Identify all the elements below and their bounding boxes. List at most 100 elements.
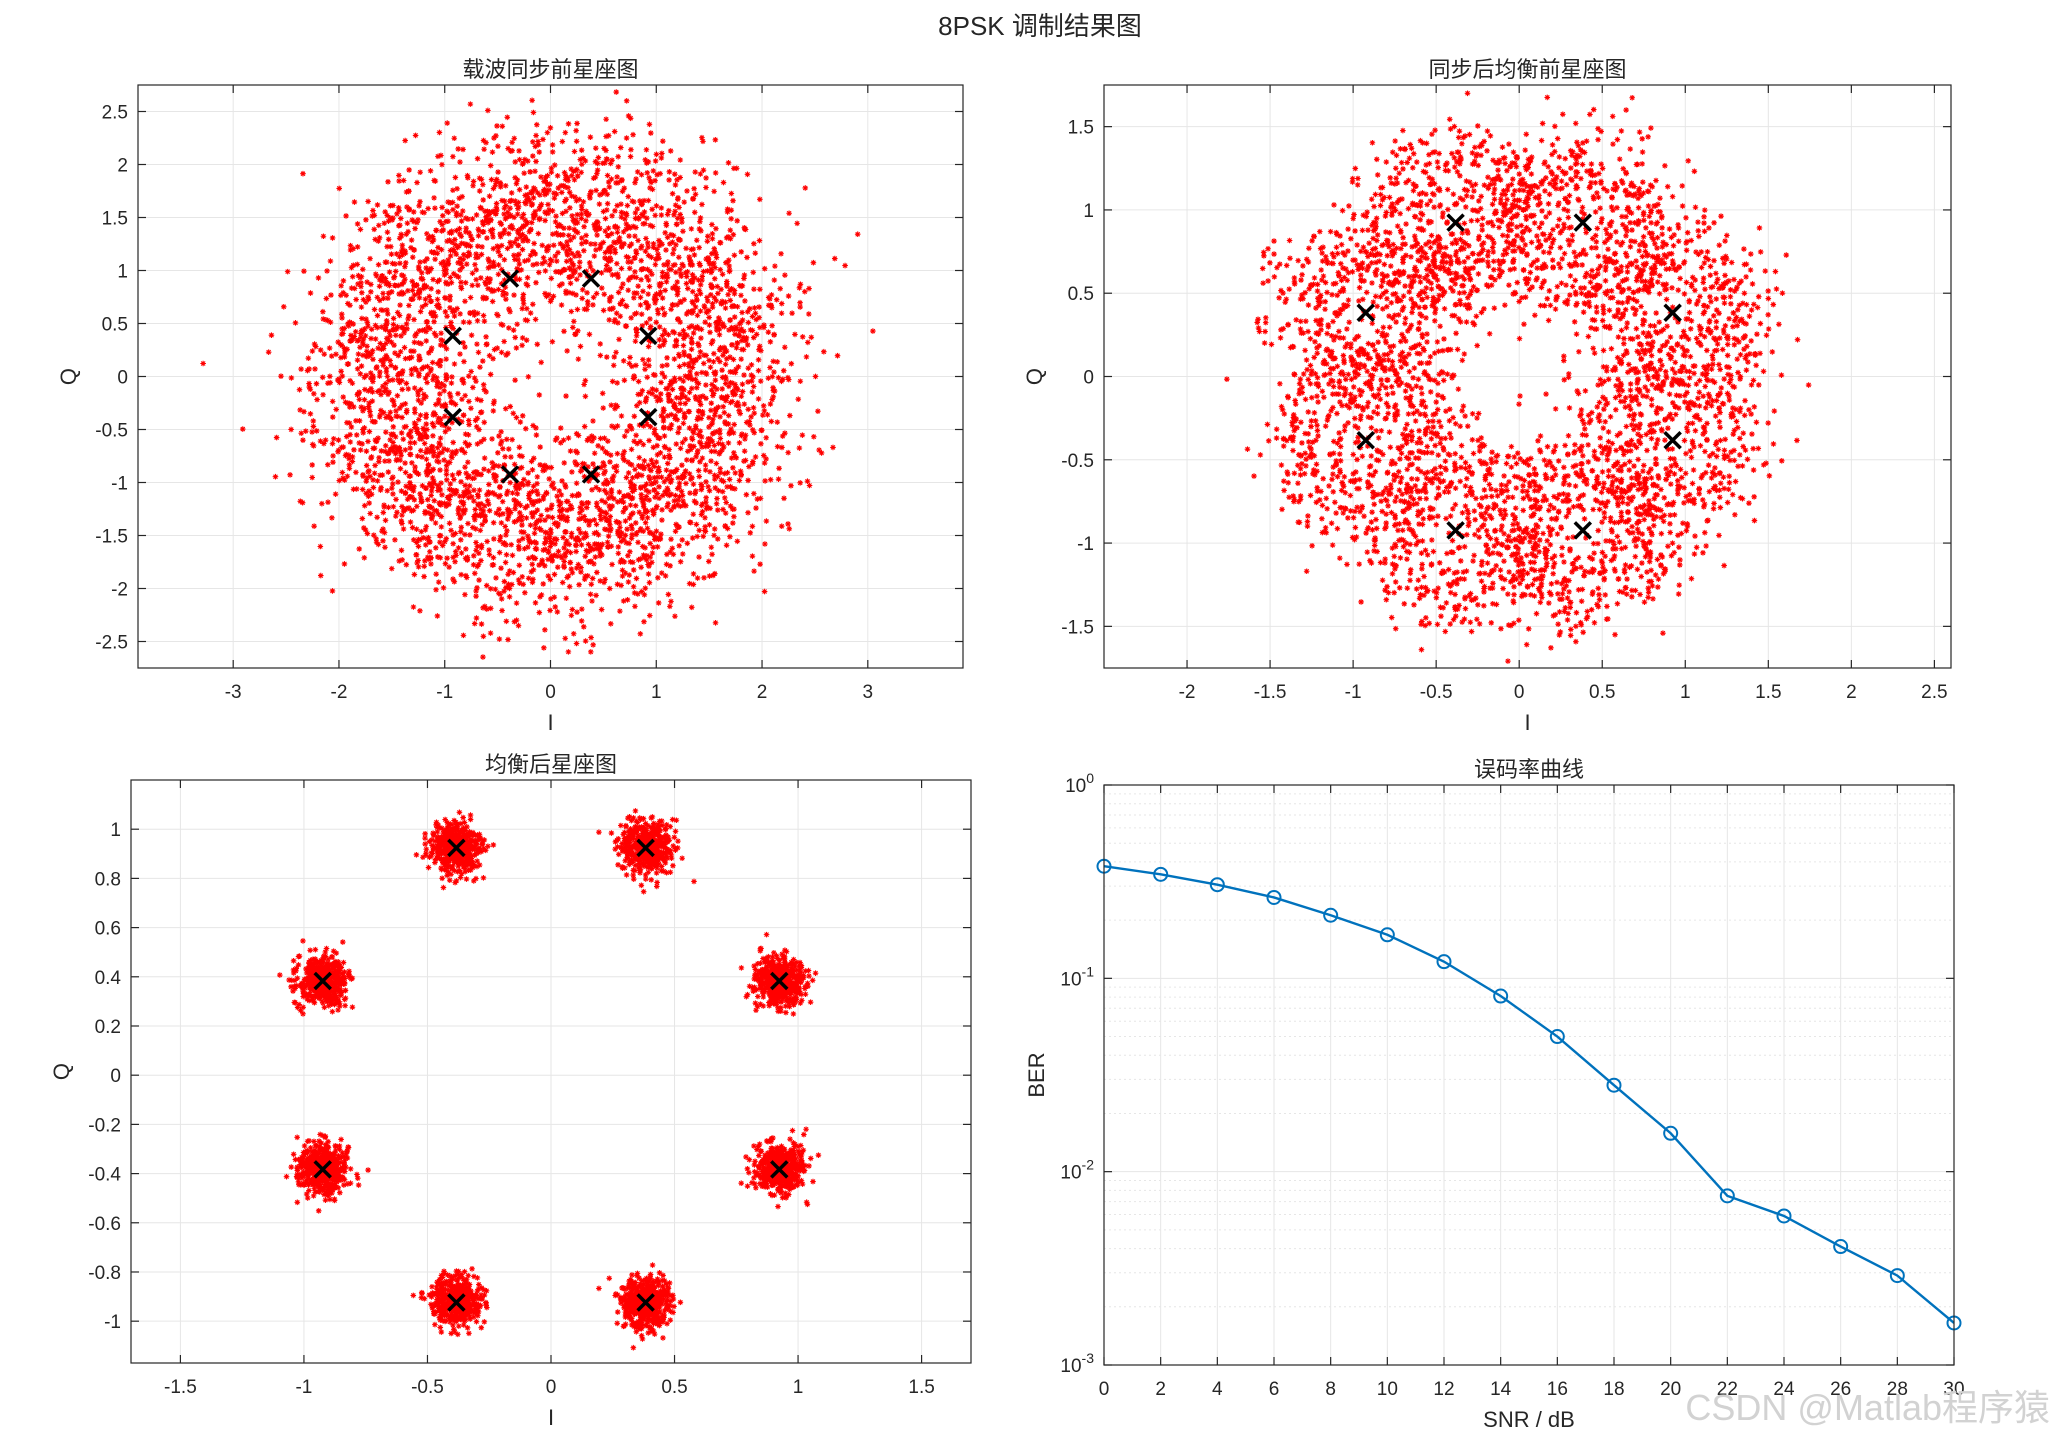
symbol-point [681, 410, 688, 417]
symbol-point [714, 327, 720, 333]
symbol-point [437, 467, 443, 473]
symbol-point [531, 530, 538, 537]
symbol-point [1453, 613, 1459, 619]
symbol-point [706, 314, 712, 321]
reference-point-marker [638, 407, 658, 427]
symbol-point [561, 225, 567, 231]
symbol-point [672, 613, 678, 620]
symbol-point [515, 230, 522, 237]
symbol-point [653, 528, 660, 535]
symbol-point [751, 410, 758, 417]
symbol-point [1305, 376, 1312, 383]
symbol-point [633, 402, 640, 409]
symbol-point [493, 510, 500, 516]
symbol-point [1711, 379, 1718, 386]
symbol-point [605, 225, 612, 231]
symbol-point [557, 425, 564, 431]
symbol-point [465, 432, 472, 438]
symbol-point [479, 244, 485, 250]
symbol-point [370, 477, 376, 483]
symbol-point [1431, 430, 1437, 437]
symbol-point [642, 366, 648, 373]
symbol-point [424, 379, 430, 386]
symbol-point [710, 416, 716, 423]
symbol-point [1570, 534, 1576, 540]
symbol-point [516, 509, 523, 516]
symbol-point [600, 307, 607, 314]
symbol-point [362, 386, 368, 393]
symbol-point [463, 225, 469, 231]
symbol-point [393, 332, 399, 339]
symbol-point [689, 457, 695, 464]
symbol-point [1505, 658, 1511, 664]
symbol-point [552, 604, 559, 610]
symbol-point [658, 280, 665, 287]
symbol-point [733, 345, 740, 351]
symbol-point [697, 401, 704, 408]
symbol-point [557, 241, 564, 247]
symbol-point [554, 172, 561, 179]
symbol-point [796, 445, 803, 451]
symbol-point [600, 460, 607, 466]
symbol-point [1330, 318, 1336, 325]
symbol-point [565, 435, 572, 441]
symbol-point [722, 305, 729, 311]
symbol-point [463, 572, 469, 579]
symbol-point [629, 526, 635, 532]
symbol-point [393, 457, 400, 464]
symbol-point [504, 114, 511, 121]
symbol-point [311, 341, 318, 347]
symbol-point [698, 326, 705, 333]
symbol-point [447, 297, 453, 303]
symbol-point [1613, 447, 1619, 454]
symbol-point [719, 298, 725, 305]
symbol-point [1737, 405, 1744, 412]
symbol-point [830, 444, 836, 451]
symbol-point [729, 303, 735, 310]
symbol-point [1257, 452, 1264, 458]
symbol-point [1650, 365, 1657, 372]
symbol-point [598, 508, 604, 515]
symbol-point [546, 291, 552, 298]
symbol-point [657, 450, 664, 456]
symbol-point [689, 364, 696, 371]
symbol-point [561, 328, 567, 335]
symbol-point [377, 297, 383, 304]
symbol-point [758, 440, 764, 447]
symbol-point [507, 509, 514, 516]
symbol-point [411, 406, 418, 412]
symbol-point [532, 186, 538, 193]
symbol-point [681, 352, 688, 358]
symbol-point [382, 544, 388, 551]
symbol-point [468, 368, 474, 375]
symbol-point [687, 442, 693, 449]
symbol-point [1613, 476, 1620, 483]
symbol-point [681, 199, 688, 205]
symbol-point [568, 612, 575, 619]
symbol-point [567, 448, 574, 454]
symbol-point [732, 331, 738, 338]
symbol-point [525, 238, 531, 244]
symbol-point [1407, 141, 1414, 148]
symbol-point [749, 327, 756, 334]
symbol-point [407, 473, 414, 479]
symbol-point [682, 400, 689, 407]
symbol-point [451, 313, 458, 319]
symbol-point [451, 135, 458, 142]
symbol-point [589, 487, 595, 493]
symbol-point [757, 495, 764, 502]
symbol-point [713, 297, 720, 304]
symbol-point [737, 328, 743, 334]
symbol-point [668, 306, 674, 313]
symbol-point [618, 538, 625, 545]
symbol-point [752, 310, 759, 317]
symbol-point [628, 522, 635, 529]
symbol-point [338, 354, 344, 361]
symbol-point [727, 399, 734, 406]
symbol-point [657, 343, 663, 350]
symbol-point [758, 427, 765, 434]
symbol-point [354, 357, 361, 363]
symbol-point [762, 541, 768, 547]
symbol-point [315, 275, 322, 281]
symbol-point [361, 502, 368, 509]
